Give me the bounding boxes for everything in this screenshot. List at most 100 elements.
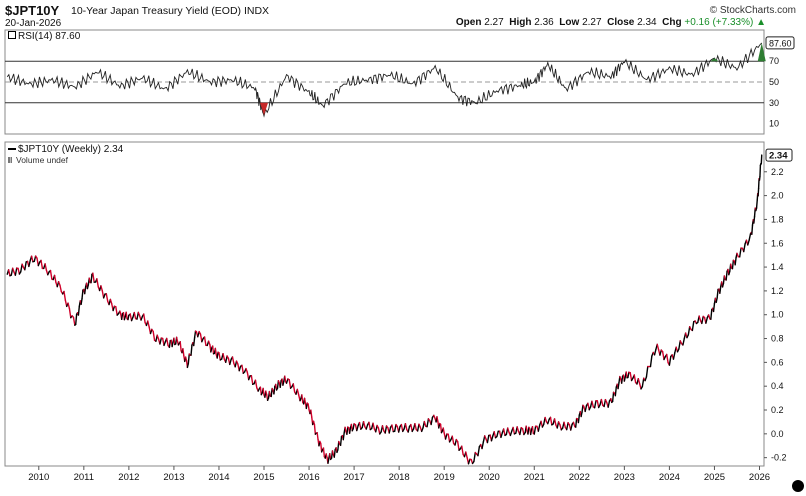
price-segment-460 [547,418,550,425]
price-segment-328 [377,427,381,435]
price-segment-443 [527,426,530,435]
series-legend-text: $JPT10Y (Weekly) [18,144,101,155]
price-segment-408 [481,441,485,450]
rsi-line [6,42,763,118]
price-segment-574 [687,325,691,336]
price-segment-195 [238,365,242,372]
series-legend-value: 2.34 [103,144,124,155]
price-segment-145 [182,348,185,357]
rsi-legend-swatch-icon [8,31,16,39]
price-segment-340 [393,423,397,433]
price-segment-546 [649,355,653,368]
x-tick-label-0: 2010 [28,472,49,483]
x-tick-label-9: 2019 [434,472,455,483]
y-tick-label-0: -0.2 [771,453,787,463]
price-segment-584 [701,315,704,325]
series-legend-swatch-icon [8,148,16,151]
x-tick-label-14: 2024 [659,472,680,483]
price-segment-226 [273,385,276,395]
price-segment-238 [284,375,287,383]
price-segment-419 [496,430,499,438]
price-segment-472 [563,421,567,429]
price-segment-348 [404,423,408,431]
x-tick-label-12: 2022 [569,472,590,483]
price-segment-367 [430,416,434,426]
rsi-value-tag [765,36,795,50]
x-tick-label-4: 2014 [208,472,229,483]
price-segment-515 [614,386,617,397]
price-segment-415 [490,435,494,442]
price-segment-114 [147,320,150,328]
x-tick-label-16: 2026 [749,472,770,483]
price-segment-429 [509,430,513,437]
price-segment-587 [705,317,708,324]
price-segment-18 [30,255,34,263]
rsi-extreme-fill-3 [757,42,766,62]
price-segment-118 [152,330,156,341]
price-segment-549 [653,348,657,356]
price-segment-635 [753,216,756,224]
price-segment-570 [682,337,685,346]
price-value-tag-text: 2.34 [769,151,788,162]
price-segment-80 [105,293,109,302]
price-segment-321 [368,421,372,431]
price-segment-190 [231,356,235,364]
x-tick-label-8: 2018 [389,472,410,483]
price-segment-491 [584,404,588,413]
rsi-extreme-fill-0 [260,102,269,116]
price-segment-135 [173,337,176,346]
y-tick-label-3: 0.4 [771,381,784,391]
rsi-value-tag-text: 87.60 [769,38,792,48]
main-panel-frame [4,141,765,467]
price-segment-35 [53,274,57,284]
price-segment-598 [716,288,719,299]
price-segment-214 [262,387,265,396]
price-segment-484 [577,414,581,424]
price-segment-336 [388,426,392,434]
volume-legend: Volume undef [8,155,68,165]
price-segment-207 [254,379,258,389]
rsi-legend-text: RSI(14) [18,31,53,42]
price-segment-481 [575,417,578,428]
price-segment-128 [166,337,169,347]
price-segment-188 [229,358,232,366]
price-segment-269 [316,431,319,441]
price-segment-343 [397,425,401,433]
price-segment-99 [127,314,130,321]
exchange-text: INDX [243,5,270,17]
price-segment-390 [456,441,460,451]
price-segment-522 [620,375,624,384]
price-segment-25 [40,259,44,270]
price-segment-417 [493,431,497,439]
price-segment-221 [268,390,272,397]
price-segment-393 [461,445,464,456]
x-tick-label-15: 2025 [704,472,725,483]
price-segment-383 [447,433,451,443]
price-segment-531 [629,371,633,382]
y-tick-label-8: 1.4 [771,262,784,272]
y-tick-label-10: 1.8 [771,214,784,224]
price-segment-436 [519,426,522,436]
description-text: 10-Year Japan Treasury Yield (EOD) [71,5,242,17]
price-segment-582 [698,315,702,322]
price-segment-312 [356,424,359,432]
price-segment-474 [566,422,569,431]
price-segment-412 [486,434,490,444]
price-segment-314 [358,421,362,430]
price-segment-453 [537,424,541,432]
price-segment-639 [755,199,758,209]
price-segment-594 [712,302,716,313]
price-segment-39 [59,284,63,293]
rsi-tick-label-3: 70 [769,56,779,66]
price-segment-85 [112,305,116,312]
price-segment-121 [156,334,160,340]
price-segment-288 [333,448,336,458]
x-tick-label-2: 2012 [118,472,139,483]
open-value: 2.27 [484,17,504,28]
price-segment-503 [600,398,604,407]
price-segment-625 [743,243,746,253]
price-segment-629 [748,233,752,241]
x-tick-label-11: 2021 [524,472,545,483]
price-segment-104 [133,311,137,320]
price-segment-534 [633,374,637,384]
